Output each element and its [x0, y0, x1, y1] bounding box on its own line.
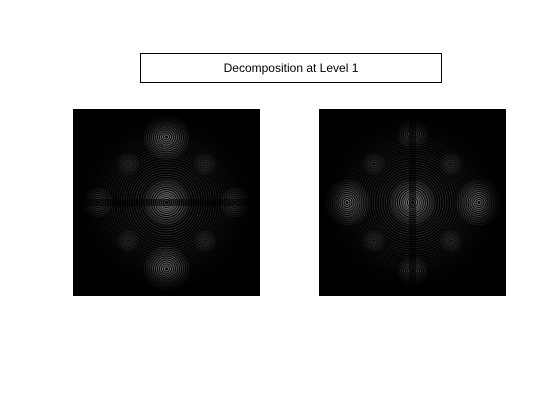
vignette-overlay: [319, 109, 506, 296]
detail-image-left: [73, 109, 260, 296]
vignette-overlay: [73, 109, 260, 296]
figure-title: Decomposition at Level 1: [223, 61, 359, 75]
fringe-pattern-right: [319, 109, 506, 296]
figure-title-box: Decomposition at Level 1: [140, 53, 442, 83]
fringe-pattern-left: [73, 109, 260, 296]
detail-image-right: [319, 109, 506, 296]
